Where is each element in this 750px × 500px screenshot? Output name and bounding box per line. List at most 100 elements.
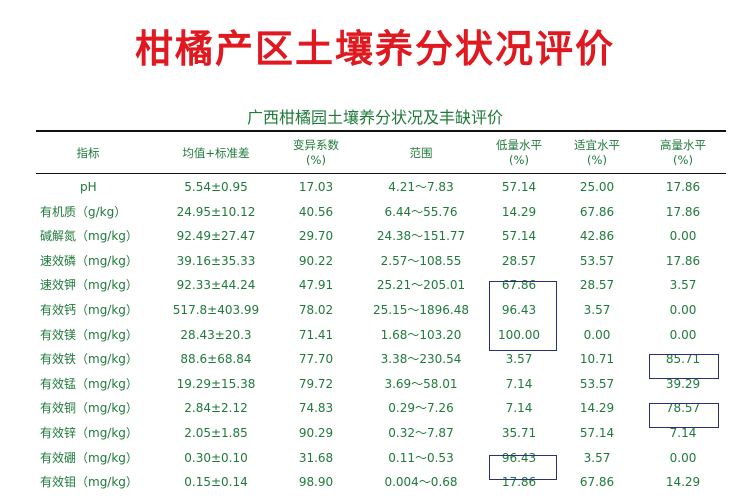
cell-indicator: 有机质（g/kg） bbox=[40, 204, 127, 219]
cell-low-level: 35.71 bbox=[501, 426, 537, 440]
header-line: (%) bbox=[673, 153, 693, 167]
cell-mean-sd: 19.29±15.38 bbox=[176, 376, 256, 391]
cell-indicator: pH bbox=[80, 180, 97, 194]
cell-mean-sd: 92.49±27.47 bbox=[176, 229, 256, 244]
cell-low-level: 57.14 bbox=[501, 229, 537, 244]
highlight-box-high-iron bbox=[649, 354, 719, 379]
header-range: 范围 bbox=[351, 134, 491, 172]
cell-indicator: 有效钙（mg/kg） bbox=[40, 303, 138, 317]
cell-indicator: 有效镁（mg/kg） bbox=[40, 327, 138, 342]
cell-high-level: 0.00 bbox=[669, 450, 697, 465]
cell-low-level: 96.43 bbox=[501, 450, 537, 465]
cell-range: 0.29～7.26 bbox=[388, 401, 454, 416]
cell-indicator: 速效磷（mg/kg） bbox=[40, 253, 138, 268]
cell-mean-sd: 88.6±68.84 bbox=[180, 352, 252, 367]
header-line: (%) bbox=[306, 153, 326, 167]
cell-range: 0.32～7.87 bbox=[388, 426, 454, 440]
cell-optimal-level: 25.00 bbox=[579, 180, 615, 194]
cell-mean-sd: 517.8±403.99 bbox=[172, 303, 260, 317]
header-high-level: 高量水平 (%) bbox=[648, 134, 718, 172]
highlight-box-high-copper bbox=[649, 403, 719, 428]
cell-high-level: 17.86 bbox=[665, 180, 701, 194]
header-line: 适宜水平 bbox=[574, 138, 620, 152]
cell-cv: 74.83 bbox=[298, 401, 334, 416]
cell-indicator: 有效铁（mg/kg） bbox=[40, 352, 138, 367]
highlight-box-low-potassium-calcium bbox=[489, 281, 557, 351]
cell-range: 1.68～103.20 bbox=[380, 327, 462, 342]
cell-cv: 90.29 bbox=[298, 426, 334, 440]
cell-range: 24.38～151.77 bbox=[376, 229, 466, 244]
header-line: 变异系数 bbox=[293, 138, 339, 152]
cell-range: 25.15～1896.48 bbox=[373, 303, 469, 317]
cell-indicator: 有效硼（mg/kg） bbox=[40, 450, 138, 465]
cell-cv: 71.41 bbox=[298, 327, 334, 342]
cell-low-level: 96.43 bbox=[501, 303, 537, 317]
cell-high-level: 3.57 bbox=[669, 278, 697, 293]
cell-optimal-level: 10.71 bbox=[579, 352, 615, 367]
cell-mean-sd: 24.95±10.12 bbox=[176, 204, 256, 219]
cell-indicator: 有效锰（mg/kg） bbox=[40, 376, 138, 391]
cell-low-level: 17.86 bbox=[501, 475, 537, 490]
header-cv: 变异系数 (%) bbox=[281, 134, 351, 172]
cell-high-level: 78.57 bbox=[665, 401, 701, 416]
cell-mean-sd: 2.84±2.12 bbox=[184, 401, 248, 416]
table-header-rule bbox=[36, 173, 726, 174]
header-line: 低量水平 bbox=[496, 138, 542, 152]
cell-low-level: 28.57 bbox=[501, 253, 537, 268]
header-line: 范围 bbox=[409, 145, 433, 160]
cell-indicator: 速效钾（mg/kg） bbox=[40, 278, 138, 293]
cell-high-level: 0.00 bbox=[669, 303, 697, 317]
cell-cv: 77.70 bbox=[298, 352, 334, 367]
header-optimal-level: 适宜水平 (%) bbox=[562, 134, 632, 172]
cell-mean-sd: 92.33±44.24 bbox=[176, 278, 256, 293]
cell-range: 3.69～58.01 bbox=[384, 376, 458, 391]
cell-cv: 78.02 bbox=[298, 303, 334, 317]
cell-low-level: 14.29 bbox=[501, 204, 537, 219]
cell-range: 6.44～55.76 bbox=[384, 204, 458, 219]
cell-cv: 79.72 bbox=[298, 376, 334, 391]
cell-range: 3.38～230.54 bbox=[380, 352, 462, 367]
cell-cv: 90.22 bbox=[298, 253, 334, 268]
cell-cv: 47.91 bbox=[298, 278, 334, 293]
cell-optimal-level: 42.86 bbox=[579, 229, 615, 244]
cell-mean-sd: 0.15±0.14 bbox=[184, 475, 248, 490]
cell-optimal-level: 53.57 bbox=[579, 376, 615, 391]
cell-mean-sd: 39.16±35.33 bbox=[176, 253, 256, 268]
cell-low-level: 7.14 bbox=[505, 376, 533, 391]
cell-high-level: 17.86 bbox=[665, 253, 701, 268]
cell-low-level: 100.00 bbox=[498, 327, 540, 342]
header-low-level: 低量水平 (%) bbox=[484, 134, 554, 172]
cell-indicator: 有效铜（mg/kg） bbox=[40, 401, 138, 416]
cell-cv: 31.68 bbox=[298, 450, 334, 465]
table-title: 广西柑橘园土壤养分状况及丰缺评价 bbox=[246, 108, 503, 127]
header-line: 高量水平 bbox=[660, 138, 706, 152]
cell-high-level: 17.86 bbox=[665, 204, 701, 219]
cell-cv: 29.70 bbox=[298, 229, 334, 244]
cell-optimal-level: 14.29 bbox=[579, 401, 615, 416]
header-indicator: 指标 bbox=[33, 134, 143, 172]
header-line: (%) bbox=[587, 153, 607, 167]
cell-optimal-level: 3.57 bbox=[583, 303, 611, 317]
cell-optimal-level: 28.57 bbox=[579, 278, 615, 293]
cell-indicator: 有效钼（mg/kg） bbox=[40, 475, 138, 490]
cell-low-level: 57.14 bbox=[501, 180, 537, 194]
cell-cv: 40.56 bbox=[298, 204, 334, 219]
cell-high-level: 85.71 bbox=[665, 352, 701, 367]
header-line: 指标 bbox=[76, 145, 100, 160]
cell-range: 0.004～0.68 bbox=[384, 475, 458, 490]
cell-range: 25.21～205.01 bbox=[376, 278, 466, 293]
cell-cv: 17.03 bbox=[298, 180, 334, 194]
cell-high-level: 0.00 bbox=[669, 327, 697, 342]
cell-low-level: 3.57 bbox=[505, 352, 533, 367]
highlight-box-low-boron bbox=[489, 455, 557, 480]
cell-range: 2.57～108.55 bbox=[380, 253, 462, 268]
cell-mean-sd: 2.05±1.85 bbox=[184, 426, 248, 440]
table-top-rule bbox=[36, 130, 726, 132]
cell-range: 0.11～0.53 bbox=[388, 450, 454, 465]
header-mean-sd: 均值+标准差 bbox=[156, 134, 276, 172]
cell-mean-sd: 5.54±0.95 bbox=[184, 180, 248, 194]
cell-optimal-level: 3.57 bbox=[583, 450, 611, 465]
header-line: 均值+标准差 bbox=[182, 145, 250, 160]
page-title: 柑橘产区土壤养分状况评价 bbox=[134, 27, 615, 71]
cell-optimal-level: 67.86 bbox=[579, 475, 615, 490]
